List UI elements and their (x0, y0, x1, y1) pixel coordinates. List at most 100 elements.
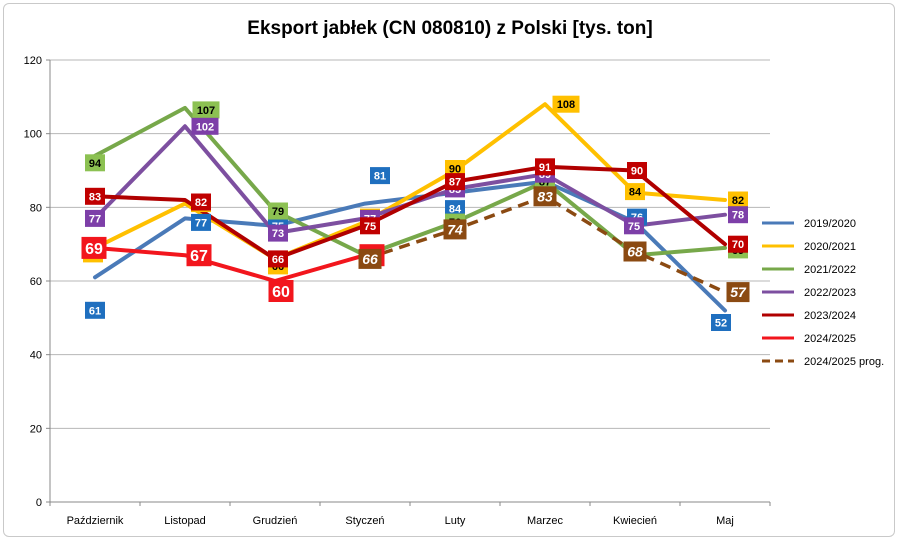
data-label-box (627, 162, 647, 179)
data-label-box (726, 282, 750, 303)
chart-frame (3, 3, 895, 537)
x-axis-ticks: Październik Listopad Grudzień Styczeń Luty Ma… (49, 502, 771, 527)
data-label-text: 78 (732, 210, 744, 222)
y-tick-label: 60 (30, 276, 42, 288)
data-label: 84 (445, 200, 465, 218)
data-label-text: 60 (272, 284, 290, 301)
data-label-box (191, 117, 219, 135)
legend: 2019/2020 2020/2021 2021/2022 2022/2023 2023… (762, 218, 884, 368)
legend-item: 2023/2024 (762, 310, 856, 322)
data-label-text: 77 (89, 213, 101, 225)
legend-item: 2024/2025 (762, 333, 856, 345)
data-label-text: 68 (627, 244, 643, 260)
legend-label: 2021/2022 (804, 264, 856, 276)
data-label: 94 (85, 154, 105, 172)
data-label: 77 (85, 209, 105, 227)
data-label-text: 75 (628, 221, 640, 233)
data-label-text: 83 (89, 191, 101, 203)
data-label: 84 (625, 183, 645, 201)
data-label-box (445, 160, 465, 177)
data-label-box (85, 301, 105, 319)
data-label: 77 (191, 213, 211, 231)
data-label-box (85, 187, 105, 205)
data-label: 52 (711, 314, 731, 331)
data-label-box (370, 167, 390, 185)
data-label-text: 108 (557, 99, 575, 111)
legend-item: 2019/2020 (762, 218, 856, 230)
data-label: 67 (186, 244, 212, 267)
data-label: 68 (623, 241, 647, 262)
data-label: 78 (728, 206, 748, 224)
data-label-text: 67 (190, 248, 208, 265)
data-label-box (711, 314, 731, 331)
data-label: 57 (726, 282, 750, 303)
data-label: 75 (624, 217, 644, 235)
data-label-text: 81 (374, 171, 386, 183)
series-line-2020-2021 (93, 102, 727, 261)
data-label-text: 61 (89, 305, 101, 317)
chart-title: Eksport jabłek (CN 080810) z Polski [tys… (247, 18, 652, 39)
data-label-text: 66 (362, 251, 378, 267)
y-tick-label: 40 (30, 350, 42, 362)
data-label: 82 (728, 191, 748, 209)
x-tick-label: Maj (716, 515, 734, 527)
data-label-box (268, 202, 288, 220)
data-label-text: 57 (730, 284, 747, 300)
y-tick-label: 100 (24, 129, 42, 141)
data-label-box (443, 219, 467, 240)
data-label-box (192, 101, 220, 119)
x-tick-label: Styczeń (345, 515, 384, 527)
legend-label: 2019/2020 (804, 218, 856, 230)
data-label-box (186, 244, 212, 267)
gridlines (50, 59, 770, 429)
data-label-box (360, 217, 380, 235)
series-line-2024-2025-prog- (364, 194, 726, 294)
legend-item: 2022/2023 (762, 287, 856, 299)
data-label: 83 (533, 186, 557, 207)
series-line-2024-2025 (93, 245, 367, 283)
data-label-text: 75 (364, 221, 376, 233)
data-label: 107 (192, 101, 220, 119)
data-label-text: 74 (447, 221, 463, 237)
data-label: 74 (443, 219, 467, 240)
x-tick-label: Grudzień (253, 515, 298, 527)
legend-item: 2024/2025 prog. (762, 356, 884, 368)
data-label: 87 (445, 173, 465, 191)
data-label: 73 (268, 224, 288, 242)
data-label-box (552, 95, 580, 113)
y-axis-ticks: 0 20 40 60 80 100 120 (24, 55, 50, 509)
data-label: 60 (268, 280, 294, 302)
data-label-box (535, 158, 555, 176)
data-label-box (81, 236, 107, 259)
data-label: 81 (370, 167, 390, 185)
data-label: 90 (445, 160, 465, 177)
data-label: 69 (81, 236, 107, 259)
legend-item: 2020/2021 (762, 241, 856, 253)
data-label: 70 (728, 235, 748, 253)
y-tick-label: 20 (30, 423, 42, 435)
data-label-text: 82 (195, 197, 207, 209)
data-label-box (358, 248, 382, 269)
x-tick-label: Kwiecień (613, 515, 657, 527)
data-label-text: 107 (197, 105, 215, 117)
data-label-box (445, 200, 465, 218)
data-label: 75 (360, 217, 380, 235)
data-label-box (624, 217, 644, 235)
data-label: 102 (191, 117, 219, 135)
data-label-box (268, 280, 294, 302)
legend-label: 2020/2021 (804, 241, 856, 253)
data-label-text: 83 (537, 188, 553, 204)
y-tick-label: 120 (24, 55, 42, 67)
y-tick-label: 80 (30, 202, 42, 214)
data-label-box (728, 206, 748, 224)
legend-label: 2024/2025 (804, 333, 856, 345)
data-label-text: 90 (449, 164, 461, 176)
x-tick-label: Październik (67, 515, 124, 527)
data-label: 79 (268, 202, 288, 220)
data-label-box (85, 154, 105, 172)
data-label-text: 69 (85, 241, 103, 258)
legend-label: 2023/2024 (804, 310, 856, 322)
data-label: 90 (627, 162, 647, 179)
data-label-box (268, 224, 288, 242)
